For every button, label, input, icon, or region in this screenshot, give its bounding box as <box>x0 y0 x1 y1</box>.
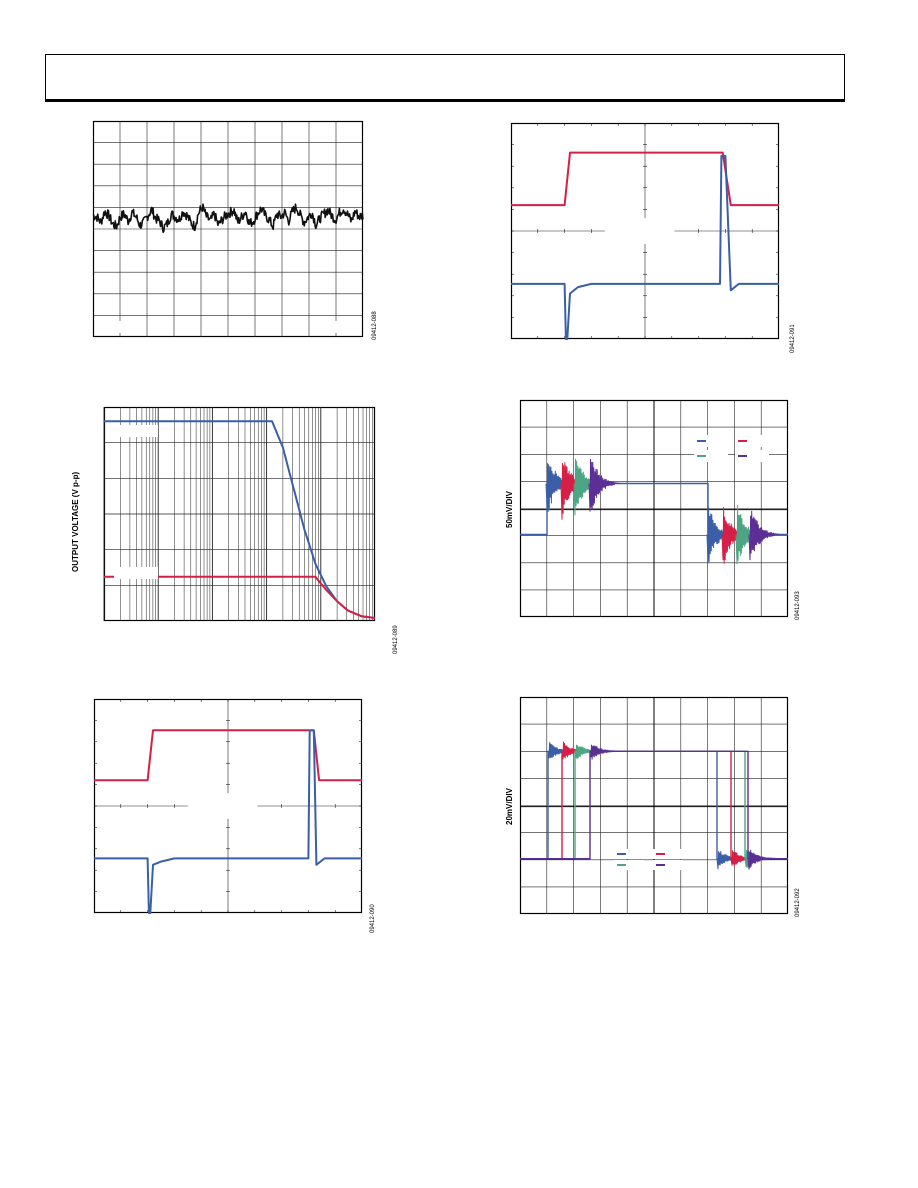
chart-transient-50mv <box>519 399 789 618</box>
annotation-mask <box>604 218 675 244</box>
blue-trace <box>511 154 779 340</box>
legend-mask <box>614 860 644 870</box>
annotation-mask <box>114 425 158 437</box>
purple-burst-falling <box>747 849 780 870</box>
output-voltage-ylabel: OUTPUT VOLTAGE (V p-p) <box>71 471 80 572</box>
noise-trace <box>92 203 364 234</box>
legend-mask <box>653 860 683 870</box>
chart-step-response-b <box>93 698 363 914</box>
transient-50mv-ylabel: 50mV/DIV <box>505 491 514 528</box>
chart-transient-50mv-svg <box>519 399 789 618</box>
legend-mask <box>653 849 683 859</box>
chart-step-response-a-svg <box>510 122 780 340</box>
legend-mask <box>694 450 728 462</box>
page-header-box <box>45 54 845 102</box>
figure-id-5: 09412-090 <box>370 904 376 933</box>
label-mask <box>327 321 343 333</box>
chart-settling-20mv <box>519 696 789 915</box>
chart-step-response-b-svg <box>93 698 363 914</box>
chart-output-voltage-svg <box>103 406 376 622</box>
legend-mask <box>694 435 728 447</box>
legend-mask <box>735 435 769 447</box>
label-mask <box>111 321 127 333</box>
annotation-mask <box>187 793 258 819</box>
settling-20mv-ylabel: 20mV/DIV <box>505 788 514 825</box>
figure-id-1: 09412-088 <box>372 311 378 340</box>
chart-output-voltage <box>103 406 376 622</box>
purple-burst-falling <box>748 510 781 561</box>
figure-id-6: 09412-092 <box>795 888 801 917</box>
figure-id-4: 09412-093 <box>795 591 801 620</box>
legend-mask <box>735 450 769 462</box>
legend-mask <box>614 849 644 859</box>
chart-noise <box>92 120 364 338</box>
blue-trace <box>104 420 376 620</box>
figure-id-3: 09412-089 <box>393 625 399 654</box>
purple-burst-rising <box>589 744 622 760</box>
red-trace <box>511 151 779 207</box>
chart-settling-20mv-svg <box>519 696 789 915</box>
purple-burst-rising <box>588 458 621 512</box>
figure-id-2: 09412-091 <box>790 324 796 353</box>
chart-noise-svg <box>92 120 364 338</box>
red-trace <box>94 729 362 782</box>
annotation-mask <box>114 567 158 579</box>
blue-trace <box>94 729 362 914</box>
chart-step-response-a <box>510 122 780 340</box>
